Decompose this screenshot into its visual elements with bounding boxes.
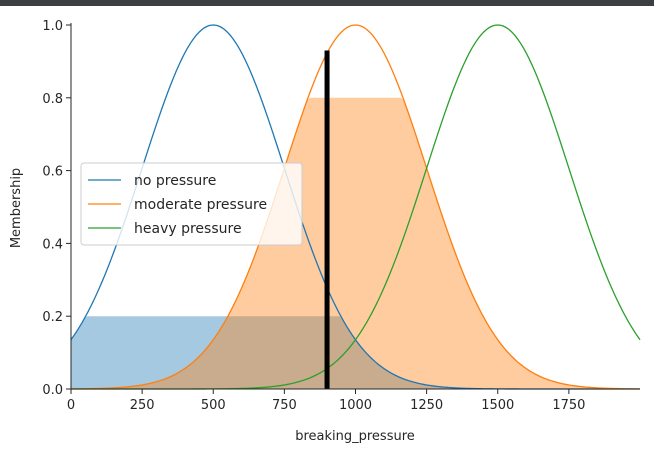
legend-label: moderate pressure	[134, 197, 267, 213]
y-tick-label: 1.0	[42, 19, 63, 34]
legend-box	[80, 162, 303, 246]
y-tick-label: 0.2	[42, 310, 63, 325]
x-tick-label: 1750	[552, 398, 585, 413]
y-tick-label: 0.4	[42, 237, 63, 252]
axes: 0 250 500 750 1000 1250 1500 1750 0.0 0.2 0.4 0.6 0.…	[42, 19, 640, 413]
legend-label: no pressure	[134, 173, 216, 189]
curve-moderate-pressure	[70, 24, 641, 390]
x-tick-label: 500	[201, 398, 226, 413]
x-tick-label: 1250	[410, 398, 443, 413]
x-tick-label: 750	[272, 398, 297, 413]
x-tick-label: 0	[67, 398, 75, 413]
window-top-strip	[0, 0, 654, 6]
activation-fill-moderate-pressure	[71, 97, 640, 390]
y-axis-label: Membership	[9, 168, 24, 248]
activation-fill-no-pressure	[71, 316, 640, 389]
y-tick-label: 0.0	[42, 383, 63, 398]
y-tick-label: 0.8	[42, 92, 63, 107]
legend-label: heavy pressure	[134, 221, 242, 237]
y-tick-label: 0.6	[42, 165, 63, 180]
x-axis-label: breaking_pressure	[295, 429, 415, 444]
x-tick-label: 1500	[481, 398, 514, 413]
x-tick-label: 250	[130, 398, 155, 413]
x-tick-label: 1000	[339, 398, 372, 413]
legend: no pressure moderate pressure heavy pressu…	[80, 162, 303, 246]
activation-fills	[71, 97, 640, 390]
